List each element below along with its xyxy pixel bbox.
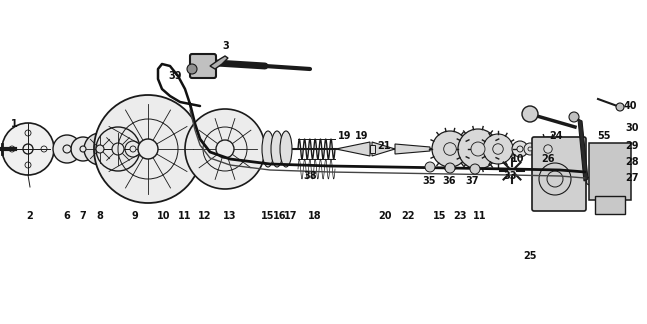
Circle shape	[53, 135, 81, 163]
Text: 20: 20	[378, 211, 391, 221]
Text: 30: 30	[625, 123, 639, 133]
Text: 36: 36	[443, 176, 455, 186]
Circle shape	[445, 163, 455, 173]
Circle shape	[425, 162, 435, 172]
Text: 1: 1	[10, 119, 17, 129]
Text: 10: 10	[511, 154, 525, 164]
Circle shape	[187, 64, 197, 74]
Circle shape	[569, 112, 579, 122]
Text: 28: 28	[625, 157, 639, 167]
Circle shape	[524, 143, 536, 155]
Polygon shape	[395, 144, 430, 154]
Circle shape	[493, 144, 503, 154]
Text: 26: 26	[542, 154, 554, 164]
Polygon shape	[210, 56, 228, 69]
Text: 15: 15	[261, 211, 275, 221]
Circle shape	[138, 139, 158, 159]
Bar	[595, 196, 625, 214]
Circle shape	[63, 145, 71, 153]
Circle shape	[199, 143, 211, 155]
Circle shape	[543, 145, 552, 153]
Text: 21: 21	[377, 141, 391, 151]
Text: 13: 13	[223, 211, 237, 221]
Text: 12: 12	[198, 211, 212, 221]
Circle shape	[458, 129, 498, 169]
Text: 37: 37	[465, 176, 479, 186]
Text: 9: 9	[131, 211, 138, 221]
Circle shape	[94, 95, 202, 203]
Circle shape	[483, 134, 513, 164]
Circle shape	[522, 106, 538, 122]
Text: 23: 23	[454, 211, 466, 221]
Circle shape	[512, 141, 528, 157]
Ellipse shape	[271, 131, 283, 167]
Circle shape	[185, 109, 265, 189]
Circle shape	[112, 143, 124, 155]
Circle shape	[444, 143, 456, 155]
Circle shape	[471, 142, 485, 156]
Circle shape	[125, 141, 141, 157]
Circle shape	[71, 137, 95, 161]
Circle shape	[216, 140, 234, 158]
Text: 38: 38	[303, 171, 317, 181]
Circle shape	[470, 164, 480, 174]
Text: 29: 29	[625, 141, 639, 151]
Text: 2: 2	[27, 211, 34, 221]
FancyBboxPatch shape	[190, 54, 216, 78]
Ellipse shape	[280, 131, 292, 167]
Text: 15: 15	[433, 211, 446, 221]
Bar	[370, 145, 375, 153]
FancyBboxPatch shape	[589, 143, 631, 200]
Polygon shape	[336, 142, 370, 156]
Text: 6: 6	[63, 211, 71, 221]
Text: 55: 55	[597, 131, 611, 141]
Text: 39: 39	[168, 71, 182, 81]
Text: 24: 24	[549, 131, 563, 141]
Text: 11: 11	[179, 211, 192, 221]
FancyBboxPatch shape	[532, 137, 586, 211]
Text: 11: 11	[473, 211, 487, 221]
Text: 35: 35	[422, 176, 435, 186]
Text: 7: 7	[80, 211, 87, 221]
Circle shape	[130, 146, 136, 152]
Text: 40: 40	[623, 101, 637, 111]
Text: 25: 25	[523, 251, 537, 261]
Ellipse shape	[262, 131, 274, 167]
Text: 33: 33	[503, 171, 517, 181]
Text: 22: 22	[401, 211, 415, 221]
Text: 27: 27	[625, 173, 639, 183]
Circle shape	[23, 144, 33, 154]
Text: 19: 19	[338, 131, 352, 141]
Polygon shape	[578, 119, 588, 181]
Circle shape	[517, 146, 523, 152]
Text: 3: 3	[223, 41, 230, 51]
Circle shape	[96, 145, 104, 153]
Text: 16: 16	[273, 211, 287, 221]
Circle shape	[2, 123, 54, 175]
Circle shape	[616, 103, 624, 111]
Circle shape	[586, 177, 594, 185]
Circle shape	[84, 133, 116, 165]
Text: 18: 18	[308, 211, 322, 221]
Text: 17: 17	[284, 211, 298, 221]
Text: 10: 10	[157, 211, 171, 221]
Circle shape	[528, 147, 532, 151]
Circle shape	[536, 137, 560, 161]
Polygon shape	[372, 142, 395, 156]
Text: 8: 8	[96, 211, 104, 221]
Circle shape	[80, 146, 86, 152]
Text: 19: 19	[355, 131, 369, 141]
Circle shape	[432, 131, 468, 167]
Circle shape	[96, 127, 140, 171]
